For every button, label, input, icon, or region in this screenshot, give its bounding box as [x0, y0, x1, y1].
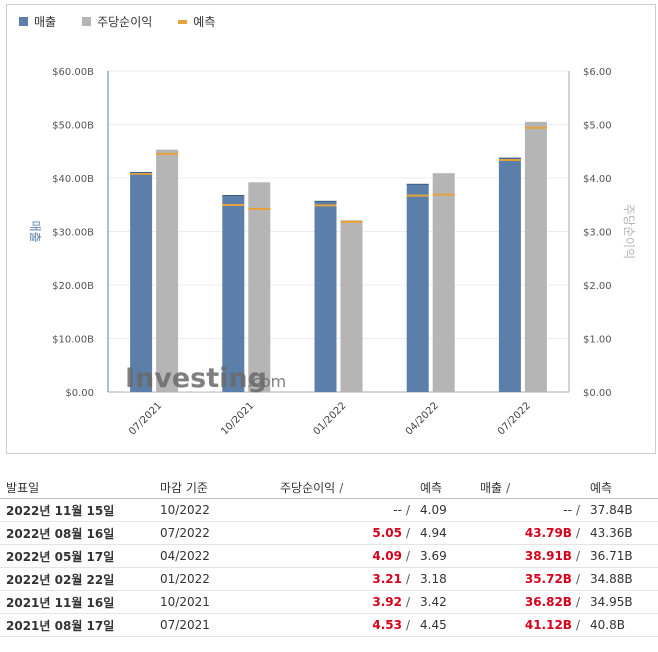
cell-eps: 4.09/: [280, 544, 410, 568]
cell-revenue-forecast: 40.8B: [580, 613, 658, 637]
x-tick-label: 07/2021: [127, 400, 164, 437]
y2-tick-label: $5.00: [583, 121, 612, 132]
cell-eps: 5.05/: [280, 521, 410, 545]
bar-revenue: [406, 183, 429, 392]
y-axis-title: 매출: [28, 220, 42, 242]
legend-label-revenue: 매출: [34, 15, 57, 29]
header-period[interactable]: 마감 기준: [160, 480, 208, 495]
cell-eps-forecast: 3.42: [410, 590, 480, 614]
cell-revenue: -- /: [480, 498, 580, 522]
y-tick-label: $50.00B: [52, 121, 94, 132]
y2-axis-title: 주당순이익: [622, 204, 636, 259]
legend-item-revenue[interactable]: 매출: [19, 13, 56, 30]
cell-date: 2021년 08월 17일: [0, 613, 160, 637]
cell-date: 2022년 11월 15일: [0, 498, 160, 522]
cell-date: 2021년 11월 16일: [0, 590, 160, 614]
table-row: 2022년 08월 16일 07/2022 5.05/4.94 43.79B/43.3…: [0, 521, 658, 545]
watermark-stripe: [192, 349, 210, 392]
cell-eps: 3.92/: [280, 590, 410, 614]
cell-eps-forecast: 4.94: [410, 521, 480, 545]
y-tick-label: $0.00: [65, 388, 94, 399]
cell-revenue-forecast: 36.71B: [580, 544, 658, 568]
y-tick-label: $30.00B: [52, 228, 94, 239]
y-tick-label: $60.00B: [52, 67, 94, 78]
cell-eps-forecast: 3.69: [410, 544, 480, 568]
bar-eps: [524, 121, 547, 392]
y2-tick-label: $0.00: [583, 388, 612, 399]
y2-tick-label: $3.00: [583, 228, 612, 239]
y-tick-label: $20.00B: [52, 281, 94, 292]
legend-item-eps[interactable]: 주당순이익: [82, 13, 152, 30]
legend-label-forecast: 예측: [193, 15, 216, 29]
legend-item-forecast[interactable]: 예측: [178, 13, 215, 30]
earnings-chart: 매출 주당순이익 예측 $0.00 $0.00 $10.00B $1.00 $20.00…: [6, 4, 656, 454]
cell-eps: -- /: [280, 498, 410, 522]
y2-tick-label: $2.00: [583, 281, 612, 292]
x-tick-label: 04/2022: [404, 400, 441, 437]
x-tick-label: 07/2022: [496, 400, 533, 437]
table-row: 2022년 02월 22일 01/2022 3.21/3.18 35.72B/34.8…: [0, 567, 658, 591]
legend-label-eps: 주당순이익: [97, 15, 153, 29]
earnings-table: 발표일 마감 기준 주당순이익 / 예측 매출 / 예측 2022년 11월 15일…: [0, 476, 658, 637]
x-tick-label: 01/2022: [311, 400, 348, 437]
cell-period: 10/2022: [160, 498, 280, 522]
legend-swatch-eps: [82, 17, 92, 26]
table-row: 2021년 11월 16일 10/2021 3.92/3.42 36.82B/34.9…: [0, 590, 658, 614]
cell-revenue: 36.82B /: [480, 590, 580, 614]
bar-eps: [340, 220, 363, 392]
header-eps-forecast[interactable]: 예측: [420, 480, 443, 495]
cell-period: 04/2022: [160, 544, 280, 568]
table-row: 2022년 11월 15일 10/2022 --/4.09 --/37.84B: [0, 498, 658, 522]
cell-revenue: 41.12B /: [480, 613, 580, 637]
legend-swatch-revenue: [19, 17, 28, 26]
cell-revenue: 38.91B /: [480, 544, 580, 568]
cell-period: 07/2022: [160, 521, 280, 545]
header-revenue-forecast[interactable]: 예측: [590, 480, 613, 495]
cell-date: 2022년 05월 17일: [0, 544, 160, 568]
chart-legend: 매출 주당순이익 예측: [19, 13, 215, 30]
x-tick-label: 10/2021: [219, 400, 256, 437]
bar-eps: [248, 182, 271, 392]
header-eps[interactable]: 주당순이익 /: [280, 480, 344, 495]
cell-eps-forecast: 4.45: [410, 613, 480, 637]
cell-period: 10/2021: [160, 590, 280, 614]
legend-swatch-forecast: [178, 19, 188, 24]
cell-period: 07/2021: [160, 613, 280, 637]
chart-plot: $0.00 $0.00 $10.00B $1.00 $20.00B $2.00 $30.00…: [28, 67, 636, 437]
bar-revenue: [498, 157, 521, 392]
table-row: 2021년 08월 17일 07/2021 4.53/4.45 41.12B/40.8…: [0, 613, 658, 637]
header-revenue[interactable]: 매출 /: [480, 480, 511, 495]
bar-eps: [432, 173, 455, 392]
watermark-brand: Investing: [125, 363, 267, 394]
cell-eps: 4.53/: [280, 613, 410, 637]
cell-revenue-forecast: 34.95B: [580, 590, 658, 614]
table-row: 2022년 05월 17일 04/2022 4.09/3.69 38.91B/36.7…: [0, 544, 658, 568]
cell-eps-forecast: 3.18: [410, 567, 480, 591]
y2-tick-label: $4.00: [583, 174, 612, 185]
cell-revenue-forecast: 43.36B: [580, 521, 658, 545]
bar-revenue: [314, 200, 337, 392]
bar-revenue: [222, 195, 245, 392]
bar-eps: [156, 149, 179, 392]
table-header-row: 발표일 마감 기준 주당순이익 / 예측 매출 / 예측: [0, 476, 658, 499]
y2-tick-label: $1.00: [583, 335, 612, 346]
cell-date: 2022년 02월 22일: [0, 567, 160, 591]
cell-eps-forecast: 4.09: [410, 498, 480, 522]
y-tick-label: $40.00B: [52, 174, 94, 185]
bar-revenue: [130, 172, 153, 392]
y2-tick-label: $6.00: [583, 67, 612, 78]
watermark-domain: .com: [247, 372, 286, 391]
cell-period: 01/2022: [160, 567, 280, 591]
cell-date: 2022년 08월 16일: [0, 521, 160, 545]
y-tick-label: $10.00B: [52, 335, 94, 346]
cell-revenue: 43.79B /: [480, 521, 580, 545]
cell-revenue-forecast: 37.84B: [580, 498, 658, 522]
cell-revenue-forecast: 34.88B: [580, 567, 658, 591]
header-date[interactable]: 발표일: [6, 480, 40, 495]
cell-eps: 3.21/: [280, 567, 410, 591]
cell-revenue: 35.72B /: [480, 567, 580, 591]
